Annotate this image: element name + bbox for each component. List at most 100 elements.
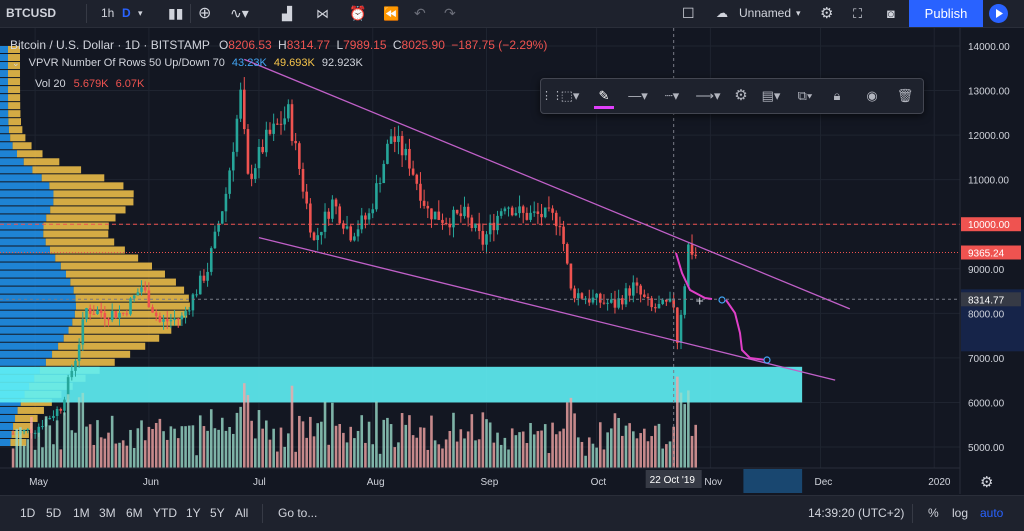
range-ytd[interactable]: YTD [153, 506, 177, 520]
volume-bar [587, 437, 591, 468]
lower-trendline[interactable] [258, 236, 836, 381]
projection-path[interactable] [675, 252, 713, 300]
lock-icon[interactable]: 🔒︎ [833, 88, 841, 103]
drawing-handle[interactable] [763, 356, 771, 364]
chevron-down-icon[interactable]: ▾ [796, 8, 801, 18]
volume-bar [327, 444, 330, 468]
range-6m[interactable]: 6M [126, 506, 143, 520]
layout-icon[interactable]: ☐ [682, 5, 695, 21]
camera-icon[interactable]: ◙ [887, 6, 895, 21]
indicators-icon[interactable]: ∿▾ [230, 5, 249, 21]
candle-up [265, 129, 268, 153]
candle-down [569, 263, 573, 289]
candle-down [411, 168, 415, 175]
candle-up [162, 319, 165, 322]
volume-bar [323, 401, 327, 468]
volume-bar [356, 430, 360, 468]
chevron-down-icon[interactable]: ▾ [138, 8, 143, 18]
volume-bar [661, 448, 664, 468]
add-indicator-icon[interactable]: ⊕ [198, 5, 212, 22]
fullscreen-icon[interactable]: ⛶ [853, 6, 863, 21]
volume-bar [540, 430, 543, 468]
candle-down [466, 206, 470, 218]
price-scale[interactable] [960, 28, 1024, 494]
volume-bar [543, 424, 547, 468]
auto-toggle[interactable]: auto [980, 506, 1004, 520]
vpvr-bar-up [0, 70, 9, 78]
symbol-search[interactable]: BTCUSD [6, 6, 56, 20]
candle-down [158, 315, 162, 322]
volume-bar [404, 424, 408, 468]
goto-button[interactable]: Go to... [278, 506, 318, 520]
compare-icon[interactable]: ⋈ [316, 6, 329, 21]
range-1y[interactable]: 1Y [186, 506, 201, 520]
vpvr-bar-up [0, 54, 9, 62]
line-end-icon[interactable]: ⟶▾ [695, 88, 721, 103]
range-5y[interactable]: 5Y [210, 506, 225, 520]
projection-path[interactable] [725, 299, 767, 361]
undo-icon[interactable]: ↶ [414, 5, 426, 21]
chart-area[interactable]: +5000.00 6000.00 7000.00 8000.00 9000.00 1000… [0, 28, 1024, 494]
range-1m[interactable]: 1M [73, 506, 90, 520]
layout-name[interactable]: Unnamed [739, 6, 792, 20]
candle-up [37, 426, 41, 433]
volume-bar [26, 439, 30, 468]
gear-icon[interactable]: ⚙ [980, 473, 993, 491]
layers-icon[interactable]: ▤▾ [761, 88, 781, 103]
interval-daily[interactable]: D [122, 6, 131, 20]
pencil-icon[interactable]: ✎ [598, 88, 610, 103]
vol-legend[interactable]: Vol 20 [35, 78, 66, 90]
replay-icon[interactable]: ⏪ [383, 6, 400, 21]
candle-up [514, 213, 518, 216]
template-icon[interactable]: ⬚▾ [560, 88, 580, 103]
play-icon[interactable] [989, 4, 1008, 23]
candle-up [433, 211, 437, 220]
candle-down [477, 223, 481, 232]
candle-down [613, 299, 617, 308]
volume-bar [485, 419, 488, 468]
candle-down [202, 275, 206, 281]
trash-icon[interactable]: 🗑︎ [896, 88, 914, 103]
vpvr-legend[interactable]: VPVR Number Of Rows 50 Up/Down 70 [28, 57, 225, 69]
range-1d[interactable]: 1D [20, 506, 36, 520]
volume-bar [231, 433, 235, 468]
volume-bar [551, 422, 554, 468]
eye-icon[interactable]: ◉ [866, 88, 878, 103]
gear-icon[interactable]: ⚙ [734, 87, 748, 104]
clone-icon[interactable]: ⧉▾ [797, 88, 813, 103]
upper-trendline[interactable] [244, 58, 851, 310]
candle-down [448, 224, 452, 228]
line-style-icon[interactable]: ┈▾ [664, 88, 680, 103]
candle-down [11, 433, 15, 435]
volume-bar [609, 428, 613, 468]
range-all[interactable]: All [235, 506, 249, 520]
chart-canvas[interactable]: +5000.00 6000.00 7000.00 8000.00 9000.00 1000… [0, 28, 1024, 494]
line-width-icon[interactable]: —▾ [628, 88, 648, 103]
drawing-handle[interactable] [718, 296, 726, 304]
range-5d[interactable]: 5D [46, 506, 62, 520]
publish-button[interactable]: Publish [909, 0, 983, 27]
candle-down [279, 123, 283, 125]
collapse-icon[interactable]: ⌄ [12, 58, 20, 68]
candle-down [290, 104, 294, 141]
log-toggle[interactable]: log [952, 506, 969, 520]
support-zone[interactable] [0, 366, 803, 403]
ohlc-change: −187.75 (−2.29%) [451, 38, 548, 52]
range-3m[interactable]: 3M [99, 506, 116, 520]
x-tick-label: Oct [591, 477, 607, 488]
redo-icon[interactable]: ↷ [444, 5, 456, 21]
volume-bar [624, 425, 628, 468]
vpvr-bar-down [45, 358, 115, 366]
alert-icon[interactable]: ⏰ [349, 5, 367, 21]
y-tick-label: 5000.00 [968, 443, 1005, 454]
volume-bar [470, 414, 474, 468]
candles-icon[interactable]: ▮▮ [168, 5, 184, 21]
percent-toggle[interactable]: % [928, 506, 939, 520]
candle-down [165, 319, 169, 322]
candle-down [565, 244, 569, 264]
gear-icon[interactable]: ⚙ [820, 5, 834, 22]
drag-handle-icon[interactable]: ⋮⋮ [541, 90, 563, 102]
vpvr-bar-up [0, 222, 44, 230]
financials-icon[interactable]: ▟ [282, 6, 292, 21]
interval-1h[interactable]: 1h [101, 6, 115, 20]
